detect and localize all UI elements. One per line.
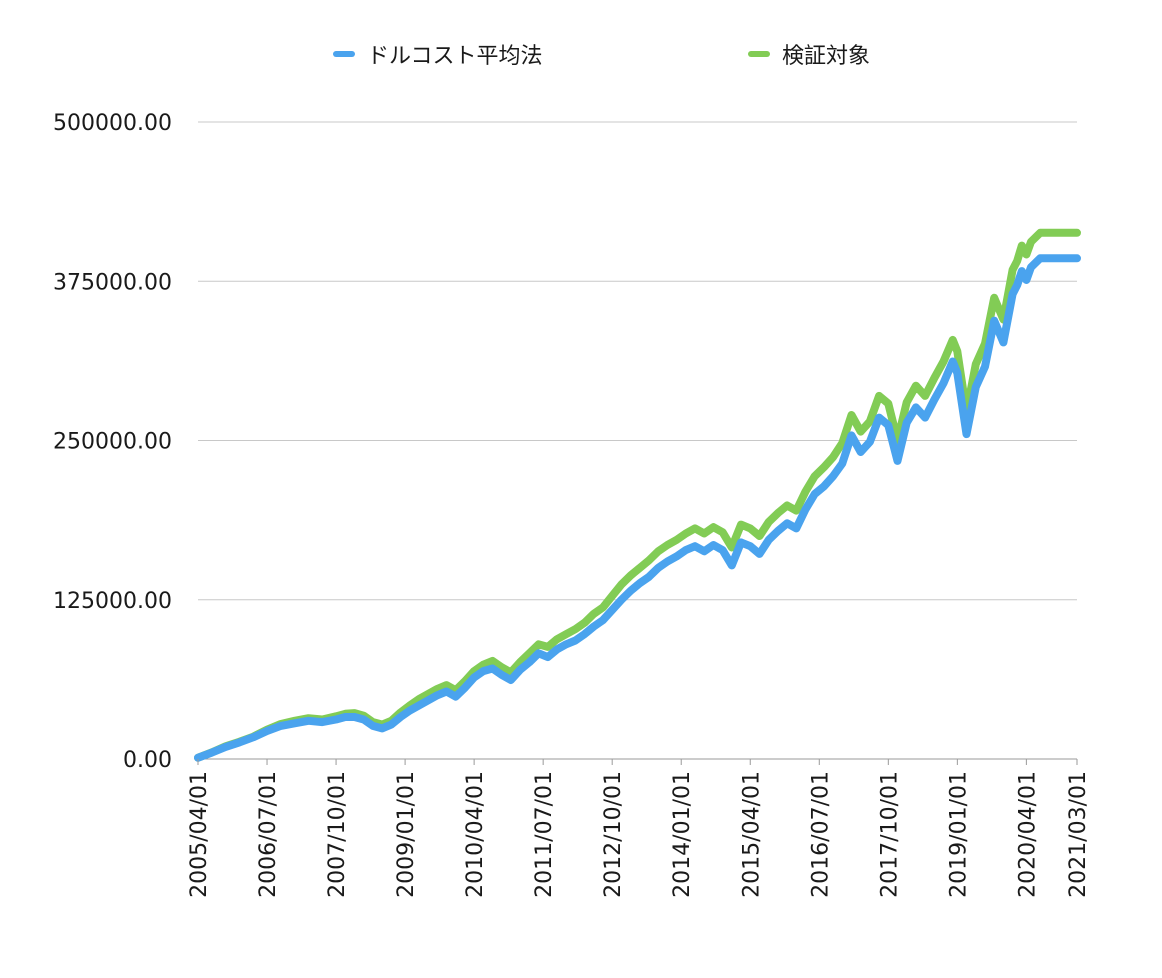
y-tick-label: 375000.00 [53,270,172,295]
x-tick-label: 2007/10/01 [325,771,350,898]
series-lines [194,228,1081,762]
x-tick-label: 2021/03/01 [1066,771,1091,898]
series-line-target [194,228,1081,762]
x-tick-label: 2005/04/01 [187,771,212,898]
y-tick-label: 0.00 [123,748,172,773]
x-axis-ticks: 2005/04/01 2006/07/01 2007/10/01 2009/01/01… [187,759,1091,898]
series-line-dollar-cost [194,254,1081,762]
x-tick-label: 2006/07/01 [256,771,281,898]
legend-item-target: 検証対象 [748,38,870,70]
legend-label-dollar-cost: ドルコスト平均法 [367,44,543,69]
legend-swatch-target [748,51,770,57]
x-tick-label: 2010/04/01 [463,771,488,898]
x-tick-label: 2015/04/01 [739,771,764,898]
x-tick-label: 2011/07/01 [532,771,557,898]
x-tick-label: 2009/01/01 [394,771,419,898]
legend: ドルコスト平均法 検証対象 [0,38,1162,70]
x-tick-label: 2017/10/01 [877,771,902,898]
x-tick-label: 2019/01/01 [946,771,971,898]
x-tick-label: 2014/01/01 [670,771,695,898]
legend-item-dollar-cost: ドルコスト平均法 [333,38,543,70]
legend-swatch-dollar-cost [333,51,355,57]
x-tick-label: 2012/10/01 [601,771,626,898]
x-tick-label: 2016/07/01 [808,771,833,898]
legend-label-target: 検証対象 [782,44,871,69]
y-tick-label: 250000.00 [53,430,172,455]
y-axis-ticks: 0.00 125000.00 250000.00 375000.00 500000.00 [53,111,172,773]
x-tick-label: 2020/04/01 [1015,771,1040,898]
y-tick-label: 125000.00 [53,589,172,614]
y-tick-label: 500000.00 [53,111,172,136]
grid-lines [198,121,1077,760]
